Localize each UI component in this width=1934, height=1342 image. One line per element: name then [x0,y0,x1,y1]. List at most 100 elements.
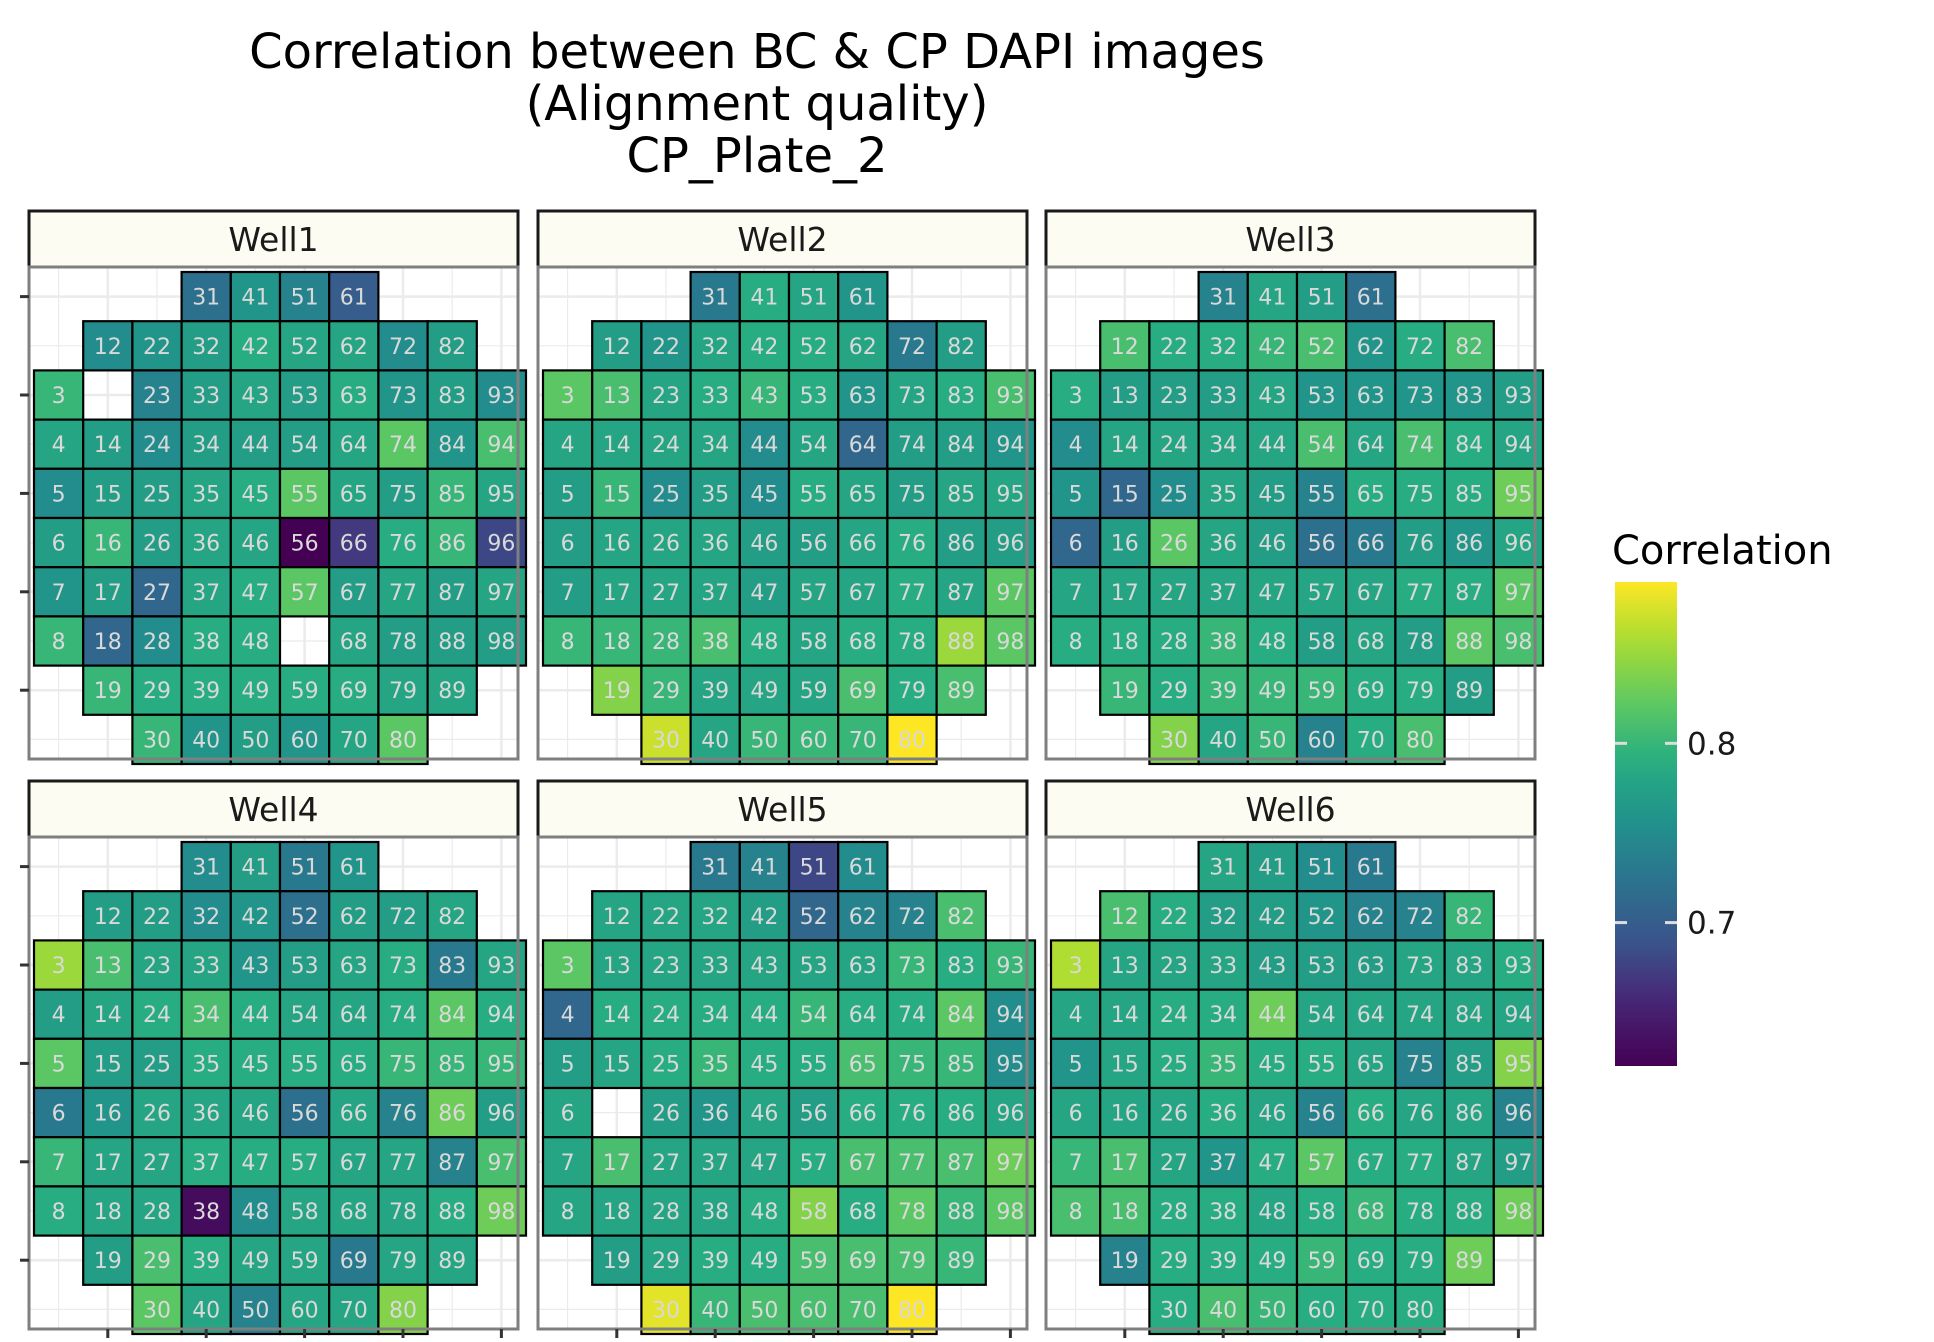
tile-label: 76 [898,1102,926,1127]
tile-label: 93 [1504,954,1532,979]
tile-label: 30 [652,1298,680,1323]
heatmap-tile [640,713,692,766]
tile-label: 44 [241,1003,269,1028]
heatmap-tile [328,516,380,569]
tile-label: 18 [1111,1200,1139,1225]
tile-label: 47 [1258,581,1286,606]
panel-strip-well5 [536,779,1029,839]
tile-label: 23 [1160,954,1188,979]
tile-label: 74 [389,433,417,458]
tile-label: 30 [143,1298,171,1323]
tile-label: 45 [750,1052,778,1077]
tile-label: 14 [603,1003,631,1028]
heatmap-tile [1246,1037,1299,1090]
tile-label: 82 [438,905,466,930]
tile-label: 37 [192,1151,220,1176]
tile-label: 42 [241,335,269,360]
heatmap-tile [328,713,380,766]
heatmap-tile [377,1086,429,1139]
heatmap-tile [1246,270,1299,323]
tile-label: 35 [701,482,729,507]
tile-label: 49 [241,1249,269,1274]
heatmap-tile [229,1136,282,1188]
tile-label: 61 [1357,856,1385,881]
heatmap-tile [229,516,282,569]
tile-label: 42 [241,905,269,930]
heatmap-tile [886,713,938,766]
tile-label: 50 [241,728,269,753]
tile-label: 87 [1455,1151,1483,1176]
tile-label: 3 [561,384,575,409]
tile-label: 65 [340,1052,368,1077]
heatmap-tile [935,320,987,372]
tile-label: 58 [291,1200,319,1225]
heatmap-tile [738,664,791,716]
heatmap-tile [689,1283,741,1336]
tile-label: 7 [1069,1151,1083,1176]
heatmap-tile [328,664,380,716]
tile-label: 26 [1160,532,1188,557]
tile-label: 63 [1357,954,1385,979]
heatmap-tile [886,1037,938,1090]
tile-label: 61 [340,286,368,311]
heatmap-tile [738,320,791,372]
tile-label: 58 [1308,630,1336,655]
tile-label: 35 [192,1052,220,1077]
heatmap-tile [229,467,282,520]
tile-label: 8 [52,630,66,655]
tile-label: 69 [340,679,368,704]
tile-label: 24 [143,433,171,458]
heatmap-tile [1443,890,1495,942]
tile-label: 62 [1357,335,1385,360]
heatmap-tile [640,1283,692,1336]
tile-label: 60 [800,728,828,753]
tile-label: 82 [947,335,975,360]
tile-label: 36 [1209,532,1237,557]
heatmap-tile [131,1283,183,1336]
tile-label: 76 [898,532,926,557]
tile-label: 19 [1111,679,1139,704]
tile-label: 29 [1160,679,1188,704]
tile-label: 89 [947,679,975,704]
heatmap-tile [131,615,183,667]
heatmap-tile [935,890,987,942]
heatmap-tile [1246,1283,1299,1336]
tile-label: 63 [849,954,877,979]
tile-label: 49 [1258,679,1286,704]
tile-label: 79 [1406,1249,1434,1274]
tile-label: 62 [340,905,368,930]
heatmap-tile [426,664,478,716]
tile-label: 44 [750,433,778,458]
tile-label: 18 [603,630,631,655]
heatmap-tile [1443,516,1495,569]
tile-label: 57 [291,581,319,606]
tile-label: 16 [94,532,122,557]
tile-label: 67 [340,581,368,606]
heatmap-tile [426,320,478,372]
tile-label: 48 [1258,630,1286,655]
tile-label: 4 [561,1003,575,1028]
heatmap-tile [1295,615,1348,667]
heatmap-tile [1197,713,1249,766]
tile-label: 66 [849,532,877,557]
tile-label: 93 [996,384,1024,409]
heatmap-tile [278,664,331,716]
heatmap-tile [1443,664,1495,716]
tile-label: 44 [241,433,269,458]
tile-label: 28 [143,1200,171,1225]
tile-label: 95 [996,482,1024,507]
heatmap-tile [1148,988,1200,1040]
heatmap-tile [377,939,429,991]
tile-label: 31 [192,286,220,311]
tile-label: 14 [94,1003,122,1028]
heatmap-tile [689,1136,741,1188]
tile-label: 37 [1209,1151,1237,1176]
heatmap-tile [689,566,741,618]
heatmap-tile [278,566,331,618]
tile-label: 77 [389,581,417,606]
heatmap-tile [1099,320,1151,372]
tile-label: 42 [1258,335,1286,360]
tile-label: 16 [94,1102,122,1127]
